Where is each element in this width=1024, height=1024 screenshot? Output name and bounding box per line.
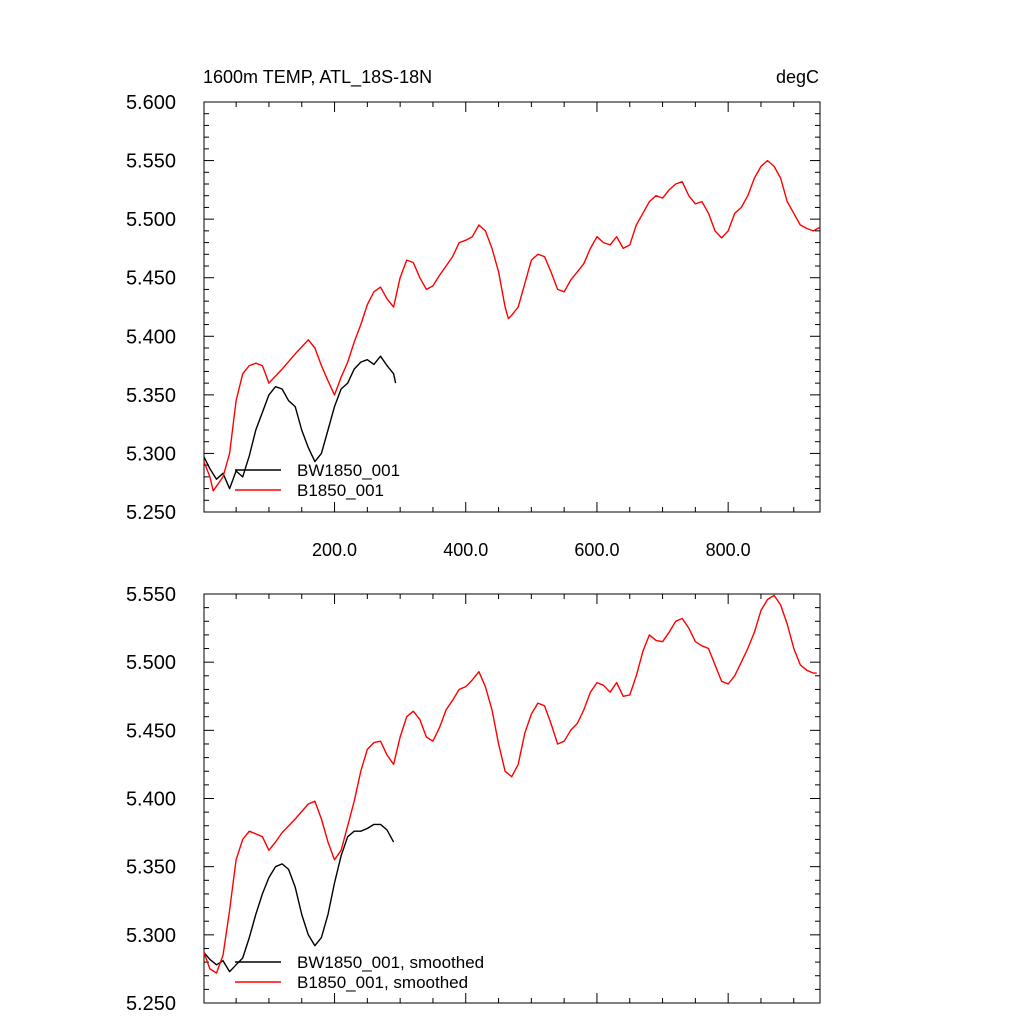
series-line-0 <box>203 823 395 973</box>
y-tick-label: 5.300 <box>126 925 176 947</box>
y-tick-label: 5.500 <box>126 209 176 231</box>
y-tick-label: 5.250 <box>126 993 176 1015</box>
x-tick-label: 200.0 <box>312 540 357 560</box>
legend-label-0: BW1850_001, smoothed <box>297 953 484 972</box>
y-tick-label: 5.400 <box>126 326 176 348</box>
y-tick-label: 5.450 <box>126 720 176 742</box>
series-line-1 <box>203 159 821 492</box>
top-panel: 200.0 400.0 600.0 800.0 5.250 5.300 5.350 5.400… <box>126 92 821 560</box>
x-tick-label: 400.0 <box>443 540 488 560</box>
chart-units-label: degC <box>776 67 819 87</box>
series-line-0 <box>203 355 397 490</box>
chart-title-left: 1600m TEMP, ATL_18S-18N <box>203 67 432 88</box>
y-tick-label: 5.400 <box>126 789 176 811</box>
legend-label-1: B1850_001, smoothed <box>297 973 468 992</box>
y-tick-label: 5.350 <box>126 857 176 879</box>
legend-label-1: B1850_001 <box>297 481 384 500</box>
series-line-1 <box>203 594 817 974</box>
legend-label-0: BW1850_001 <box>297 461 400 480</box>
bottom-panel: 5.250 5.300 5.350 5.400 5.450 5.500 5.550 BW185… <box>126 584 821 1015</box>
y-tick-label: 5.550 <box>126 151 176 173</box>
x-tick-label: 600.0 <box>574 540 619 560</box>
x-tick-label: 800.0 <box>706 540 751 560</box>
y-tick-label: 5.600 <box>126 92 176 114</box>
y-tick-label: 5.350 <box>126 385 176 407</box>
y-tick-label: 5.500 <box>126 652 176 674</box>
y-tick-label: 5.450 <box>126 268 176 290</box>
plot-frame <box>203 101 821 513</box>
y-tick-label: 5.250 <box>126 502 176 524</box>
y-tick-label: 5.550 <box>126 584 176 606</box>
y-tick-label: 5.300 <box>126 443 176 465</box>
